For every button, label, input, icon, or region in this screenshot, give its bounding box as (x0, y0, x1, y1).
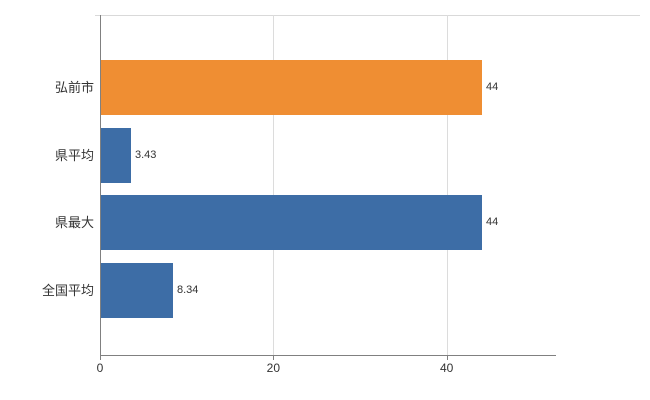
x-tick-label-0: 0 (96, 361, 104, 375)
bar-2 (101, 195, 482, 250)
gridline-40 (446, 15, 448, 355)
y-axis-line (100, 15, 101, 356)
x-tick-label-40: 40 (439, 361, 454, 375)
value-label-2: 44 (486, 216, 499, 228)
plot-area-top-border (95, 15, 640, 16)
x-axis-tick-40 (446, 356, 448, 360)
bar-1 (101, 128, 131, 183)
gridline-20 (273, 15, 275, 355)
category-label-1: 県平均 (54, 148, 94, 163)
bar-3 (101, 263, 173, 318)
x-axis-tick-0 (100, 356, 101, 360)
value-label-1: 3.43 (135, 149, 157, 161)
x-axis-tick-20 (273, 356, 275, 360)
value-label-3: 8.34 (177, 284, 199, 296)
value-label-0: 44 (486, 81, 499, 93)
category-label-3: 全国平均 (41, 283, 94, 298)
category-label-0: 弘前市 (54, 80, 94, 95)
category-label-2: 県最大 (54, 215, 94, 230)
x-axis-line (100, 355, 556, 356)
x-tick-label-20: 20 (266, 361, 281, 375)
bar-0 (101, 60, 482, 115)
